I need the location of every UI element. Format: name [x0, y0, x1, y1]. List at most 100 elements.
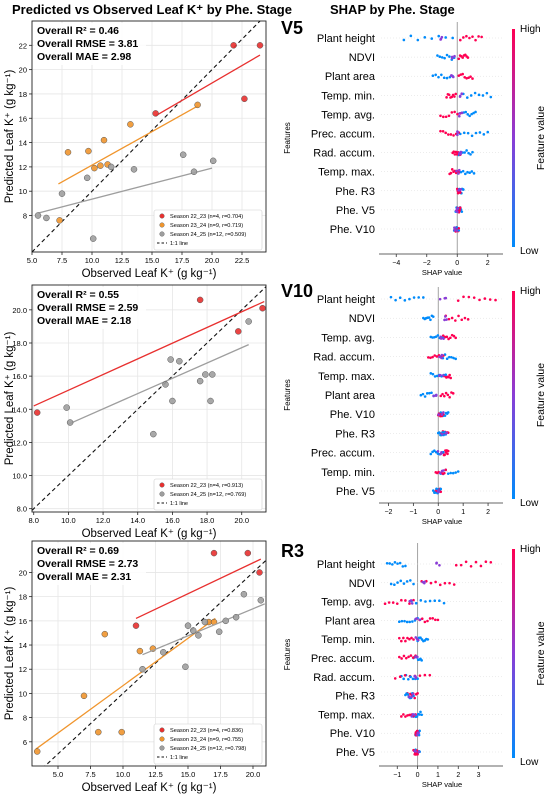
- shap2-dot-high-0-3: [469, 564, 473, 568]
- shap2-dot-low-1-0: [389, 582, 393, 586]
- shap2-dot-high-3-5: [431, 617, 435, 620]
- shap1-dot-high-2-6: [452, 334, 456, 338]
- shap2-dot-high-2-1: [387, 601, 391, 604]
- stage-label-r3: R3: [281, 541, 305, 561]
- scatter0-point-2-2: [58, 190, 66, 197]
- stage-label-v5: V5: [281, 18, 304, 38]
- shap2-dot-low-1-6: [409, 579, 412, 582]
- shap0-dot-low-0-1: [409, 34, 413, 38]
- shap2-dot-high-1-5: [443, 581, 447, 585]
- shap0-dot-mid-5-2: [456, 131, 460, 134]
- shap2-dot-high-6-0: [393, 677, 397, 680]
- shap0-dot-high-6-4: [455, 153, 459, 156]
- shap1-feature-label-10: Phe. V5: [336, 486, 375, 498]
- shap2-dot-low-3-2: [403, 619, 406, 623]
- scatter1-fit-line-1: [68, 344, 249, 425]
- shap1-feature-label-7: Phe. R3: [335, 428, 375, 440]
- shap2-dot-low-5-7: [420, 659, 423, 662]
- scatter1-xtick-label-0: 8.0: [29, 516, 39, 525]
- scatter0-xtick-label-2: 10.0: [85, 256, 100, 265]
- shap1-dot-high-5-7: [451, 392, 455, 395]
- shap0-dot-mid-4-1: [460, 111, 464, 115]
- shap1-dot-high-0-2: [467, 295, 471, 299]
- shap1-dot-mid-8-2: [440, 451, 443, 454]
- scatter1-ytick-label-6: 20.0: [12, 306, 27, 315]
- shap2-dot-high-3-2: [423, 620, 427, 624]
- scatter0-legend-marker-1: [159, 222, 165, 228]
- scatter0-frame: [31, 20, 267, 253]
- shap1-feature-label-5: Plant area: [325, 390, 376, 402]
- shap2-dot-high-4-7: [412, 638, 415, 641]
- shap2-dot-high-6-6: [423, 673, 427, 677]
- scatter2-xtick-label-6: 20.0: [246, 770, 261, 779]
- shap2-xtick-label-2: 1: [436, 772, 440, 779]
- scatter0-point-2-3: [83, 174, 91, 182]
- scatter0-ytick-label-3: 14: [19, 139, 27, 148]
- shap1-dot-low-0-3: [403, 299, 407, 302]
- shap0-dot-high-9-7: [459, 206, 462, 209]
- shap2-feature-label-6: Rad. accum.: [313, 672, 375, 684]
- right-title: SHAP by Phe. Stage: [330, 2, 455, 17]
- shap1-dot-high-3-0: [427, 356, 430, 359]
- shap2-dot-mid-4-1: [417, 638, 420, 642]
- scatter2-legend-label-0: Season 22_23 (n=4, r=0.836): [170, 728, 243, 734]
- shap2-dot-low-1-1: [393, 583, 396, 587]
- shap0-dot-low-5-4: [474, 131, 478, 135]
- scatter2-xtick-label-4: 15.0: [181, 770, 196, 779]
- shap2-xtick-label-3: 2: [456, 772, 460, 779]
- shap0-dot-mid-7-1: [457, 172, 460, 175]
- scatter2-legend-label-2: Season 24_25 (n=12, r=0.798): [170, 746, 246, 752]
- shap0-dot-high-2-2: [461, 72, 464, 76]
- shap0-dot-mid-3-2: [458, 95, 462, 98]
- scatter0-point-0-3: [256, 42, 264, 49]
- shap2-dot-mid-6-2: [413, 674, 416, 678]
- shap2-dot-high-0-0: [454, 563, 458, 567]
- scatter0-ytick-label-5: 18: [19, 90, 27, 99]
- shap2-dot-low-6-5: [411, 677, 415, 681]
- shap0-dot-low-3-6: [485, 91, 489, 95]
- scatter1-stat-2: Overall MAE = 2.18: [37, 315, 131, 327]
- scatter0-legend-label-0: Season 22_23 (n=4, r=0.704): [170, 214, 243, 220]
- shap2-dot-high-3-3: [426, 619, 429, 623]
- shap2-dot-high-3-4: [428, 617, 432, 620]
- shap2-dot-high-4-6: [410, 636, 413, 640]
- shap1-dot-mid-1-0: [443, 318, 446, 322]
- scatter1-legend-label-0: Season 22_23 (n=4, r=0.913): [170, 483, 243, 489]
- scatter0-xlabel: Observed Leaf K⁺ (g kg⁻¹): [82, 268, 217, 280]
- shap2-dot-low-1-5: [405, 580, 409, 583]
- shap0-dot-mid-10-2: [455, 229, 458, 232]
- shap2-dot-mid-9-2: [416, 733, 419, 737]
- shap2-dot-high-4-4: [406, 636, 409, 640]
- shap1-dot-mid-4-2: [438, 374, 441, 378]
- shap0-dot-low-2-2: [437, 75, 440, 79]
- shap0-dot-high-3-6: [453, 95, 456, 98]
- shap2-feature-label-3: Plant area: [325, 615, 376, 627]
- shap1-dot-high-5-0: [439, 394, 443, 398]
- scatter2-ytick-label-1: 8: [23, 714, 27, 723]
- shap0-dot-mid-5-0: [456, 133, 459, 137]
- scatter2-one-to-one-line: [44, 559, 266, 766]
- shap2-dot-high-6-7: [428, 673, 432, 677]
- shap0-dot-low-1-3: [443, 56, 446, 60]
- shap1-dot-high-1-1: [447, 317, 451, 321]
- scatter1-point-0-1: [196, 296, 204, 304]
- shap0-dot-high-6-2: [453, 153, 457, 156]
- shap2-dot-mid-0-0: [438, 563, 441, 567]
- scatter2-legend-box: [153, 723, 263, 765]
- scatter0-ylabel: Predicted Leaf K⁺ (g kg⁻¹): [4, 70, 16, 204]
- shap0-dot-low-5-7: [486, 130, 490, 134]
- shap0-dot-low-2-3: [440, 73, 443, 77]
- shap2-dot-high-5-1: [400, 657, 403, 660]
- shap0-dot-high-6-3: [454, 150, 458, 154]
- shap0-dot-high-0-4: [471, 35, 474, 38]
- shap1-dot-high-3-1: [429, 356, 432, 360]
- shap0-dot-low-4-4: [468, 114, 471, 118]
- shap1-dot-low-0-2: [398, 296, 402, 299]
- shap2-dot-low-1-3: [399, 579, 403, 583]
- shap1-dot-high-5-4: [446, 393, 450, 397]
- shap0-dot-low-3-5: [481, 94, 485, 97]
- shap1-dot-high-0-0: [456, 299, 460, 302]
- scatter0-legend-label-1: Season 23_24 (n=9, r=0.719): [170, 223, 243, 229]
- shap2-dot-high-5-4: [407, 655, 410, 659]
